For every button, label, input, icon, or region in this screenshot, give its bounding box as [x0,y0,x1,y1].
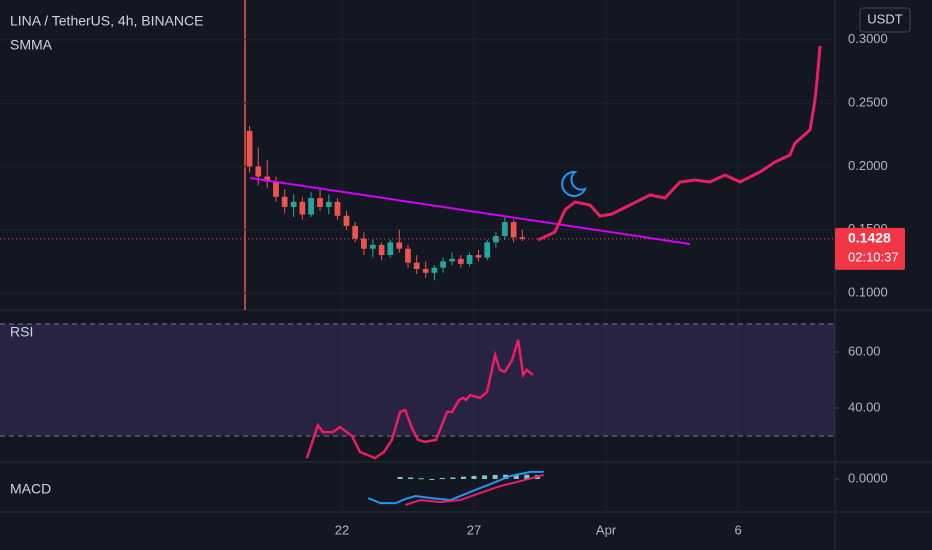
candle-body [273,181,279,197]
candle-body [457,258,464,264]
candle-body [299,201,306,215]
macd-histogram-bar [513,474,519,480]
candle-body [317,198,323,207]
candle-body [370,244,376,249]
candle-body [449,258,455,262]
macd-histogram-bar [408,477,414,480]
rsi-title: RSI [10,324,33,340]
currency-button[interactable] [859,7,911,33]
candle-body [493,236,499,243]
rsi-band [0,323,835,436]
candle-body [264,176,271,182]
candle-body [334,201,341,216]
macd-histogram-bar [471,475,477,480]
currency-label[interactable]: USDT [867,11,902,26]
last-price-box [835,227,905,270]
candle-body [246,130,253,167]
y-tick-label: 0.2000 [848,158,888,173]
candle-body [440,261,446,268]
marks [0,0,835,512]
candle-body [343,215,350,226]
candle-body [308,198,314,215]
macd-histogram-bar [439,477,445,480]
candle-body [510,222,517,238]
candle-body [378,244,385,256]
macd-histogram-bar [418,478,424,480]
candle-body [396,242,403,249]
candle-body [475,255,482,258]
x-tick-label: 6 [734,522,741,537]
candle-body [502,222,508,237]
indicator-label: SMMA [10,37,53,53]
y-tick-label: 0.1000 [848,284,888,299]
candle-body [255,166,262,177]
candle-body [405,248,411,263]
last-price-label: 0.1428 [848,230,891,246]
trend-line [249,177,691,245]
candle-body [431,267,438,273]
candle-body [466,255,473,264]
rsi-line [305,339,534,460]
macd-histogram-bar [482,475,488,480]
macd-histogram-bar [492,474,498,480]
candle-body [387,242,394,256]
candle-body [290,201,297,207]
macd-title: MACD [10,481,51,497]
chart-title: LINA / TetherUS, 4h, BINANCE [10,13,204,29]
y-tick-label: 40.00 [848,399,881,414]
candle-body [519,237,526,239]
x-tick-label: Apr [596,522,617,537]
macd-histogram-bar [450,477,456,480]
candle-body [325,201,332,207]
candle-body [422,268,429,273]
candle-body [484,242,491,258]
macd-line [367,470,544,505]
countdown-label: 02:10:37 [848,249,899,264]
x-tick-label: 22 [335,522,349,537]
candle-body [361,238,367,249]
y-tick-label: 60.00 [848,343,881,358]
candle-body [281,196,288,207]
x-tick-label: 27 [467,522,481,537]
macd-histogram-bar [397,476,403,480]
candle-body [352,225,359,239]
projection-path [537,45,822,242]
macd-histogram-bar [524,474,530,480]
y-tick-label: 0.0000 [848,470,888,485]
y-tick-label: 0.3000 [848,31,888,46]
macd-line [405,473,544,506]
macd-histogram-bar [429,479,435,481]
moon-icon [561,170,587,197]
macd-histogram-bar [460,476,466,480]
candle-body [413,262,420,269]
y-tick-label: 0.2500 [848,95,888,110]
